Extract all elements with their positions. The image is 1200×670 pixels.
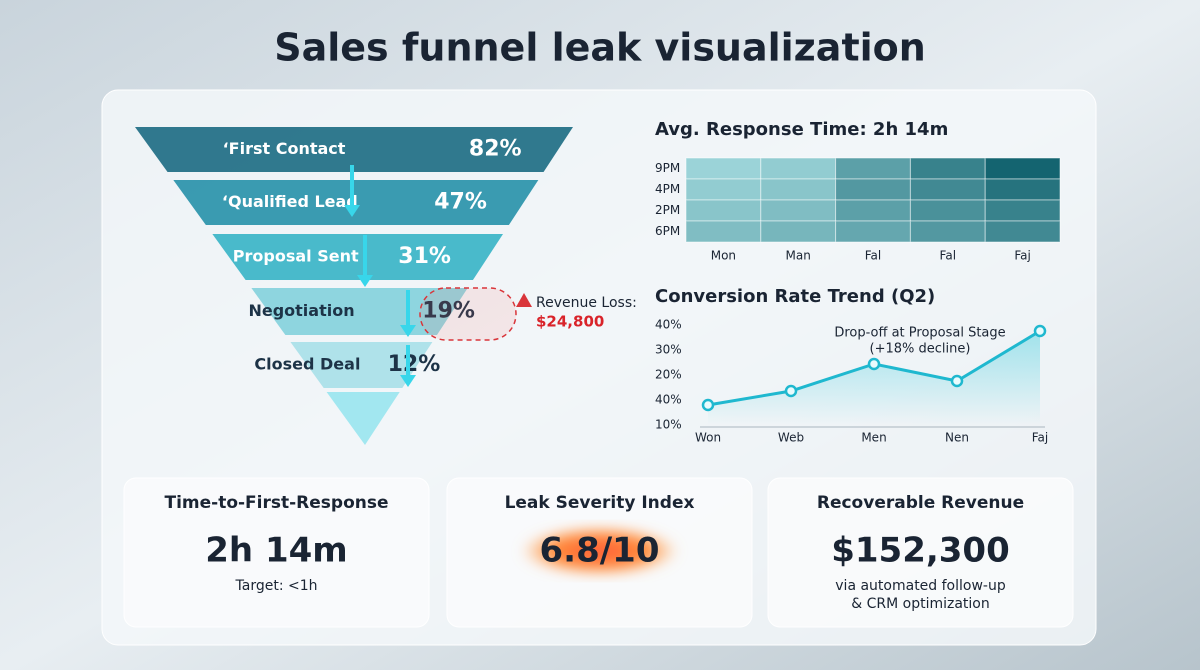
x-tick-label: Nen: [945, 431, 969, 445]
x-tick-label: Men: [861, 431, 886, 445]
card-value: 6.8/10: [540, 531, 660, 571]
y-tick-label: 40%: [655, 318, 682, 332]
funnel-stage: [251, 288, 468, 335]
heat-cell: [835, 199, 911, 222]
flow-arrow-head: [357, 275, 373, 287]
stage-label: ‘Qualified Lead: [222, 192, 358, 211]
line-title: Conversion Rate Trend (Q2): [655, 286, 935, 307]
stage-label: ‘First Contact: [223, 139, 346, 158]
row-label: 6PM: [655, 224, 680, 238]
column-label: Fal: [865, 249, 882, 263]
cards: Time-to-First-Response 2h 14m Target: <1h L…: [123, 477, 1074, 628]
loss-value: $24,800: [536, 313, 604, 331]
y-tick-label: 10%: [655, 418, 682, 432]
line-area: [708, 331, 1040, 425]
trend-annotation: Drop-off at Proposal Stage: [834, 326, 1005, 341]
card-title: Recoverable Revenue: [817, 493, 1024, 513]
heat-cell: [760, 157, 837, 180]
heat-cell: [909, 220, 986, 243]
heat-cell: [685, 157, 762, 180]
x-tick-label: Faj: [1032, 431, 1049, 445]
column-label: Man: [786, 249, 811, 263]
column-label: Mon: [711, 249, 736, 263]
page-title: Sales funnel leak visualization: [274, 26, 926, 70]
funnel-stage: [212, 234, 504, 280]
heat-cell: [760, 220, 837, 243]
stage-value: 19%: [422, 299, 475, 324]
card-note: via automated follow-up: [835, 578, 1006, 594]
severity-glow: [519, 525, 680, 577]
card-value: 2h 14m: [205, 531, 347, 571]
stage-value: 31%: [398, 244, 451, 269]
heat-cell: [685, 199, 762, 222]
x-tick-label: Web: [778, 431, 804, 445]
row-label: 2PM: [655, 203, 680, 217]
warning-icon: [516, 293, 532, 307]
trend-point: [867, 357, 881, 371]
loss-label: Revenue Loss:: [536, 295, 637, 311]
heat-cell: [909, 199, 986, 222]
heat-cell: [685, 178, 762, 201]
trend-point: [701, 398, 715, 412]
heatmap-title: Avg. Response Time: 2h 14m: [655, 119, 948, 140]
stage-label: Closed Deal: [254, 355, 360, 374]
row-label: 4PM: [655, 182, 680, 196]
card-note: & CRM optimization: [851, 596, 990, 612]
heat-cell: [984, 220, 1061, 243]
heat-cell: [909, 157, 986, 180]
column-label: Fal: [940, 249, 957, 263]
stage-label: Negotiation: [248, 301, 354, 320]
heat-cell: [984, 178, 1061, 201]
trend-annotation: (+18% decline): [870, 342, 971, 357]
heat-cell: [760, 178, 837, 201]
heat-cell: [835, 178, 911, 201]
y-tick-label: 20%: [655, 368, 682, 382]
heat-cell: [685, 220, 762, 243]
card-note: Target: <1h: [235, 578, 318, 594]
column-label: Faj: [1014, 249, 1031, 263]
leak-highlight: [419, 287, 517, 341]
heat-cell: [835, 220, 911, 243]
trend-point: [950, 374, 964, 388]
funnel-stage: [290, 342, 433, 388]
card-value: $152,300: [831, 531, 1010, 571]
stage-value: 82%: [469, 137, 522, 162]
x-tick-label: Won: [695, 431, 721, 445]
row-label: 9PM: [655, 161, 680, 175]
y-tick-label: 30%: [655, 343, 682, 357]
heat-cell: [909, 178, 986, 201]
card-title: Leak Severity Index: [505, 493, 695, 513]
trend-point: [784, 384, 798, 398]
stage-label: Proposal Sent: [233, 247, 359, 266]
heat-cell: [835, 157, 911, 180]
kpi-card: [123, 477, 430, 628]
trend-point: [1033, 324, 1047, 338]
stage-value: 47%: [434, 190, 487, 215]
funnel-stage: [173, 180, 539, 225]
y-tick-label: 40%: [655, 393, 682, 407]
heat-cell: [984, 157, 1061, 180]
flow-arrow-head: [400, 375, 416, 387]
card-title: Time-to-First-Response: [164, 493, 388, 513]
stage-value: 12%: [388, 352, 441, 377]
funnel-tip: [326, 392, 400, 445]
flow-arrow-head: [344, 205, 360, 217]
heat-cell: [760, 199, 837, 222]
heat-cell: [984, 199, 1061, 222]
kpi-card: [767, 477, 1074, 628]
flow-arrow-head: [400, 325, 416, 337]
funnel-stage: [135, 127, 573, 172]
